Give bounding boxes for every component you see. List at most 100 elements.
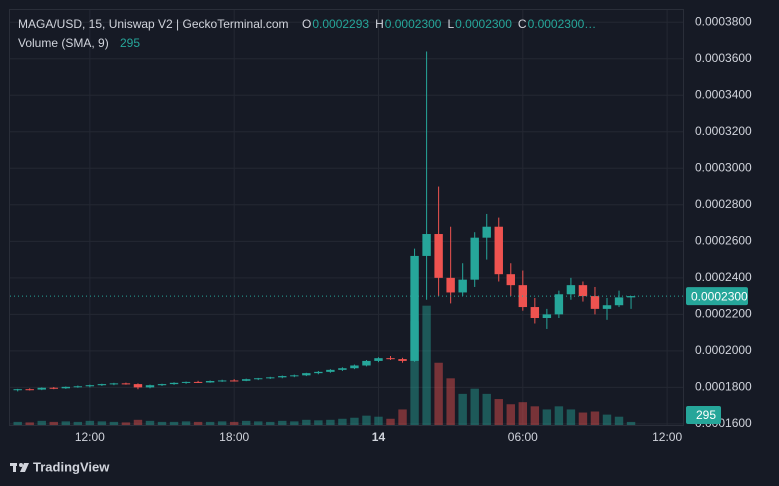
- volume-bar: [542, 409, 552, 425]
- ohlc-value: 0.0002300: [455, 17, 512, 31]
- last-price-tag: [686, 287, 748, 306]
- candle-body: [386, 358, 395, 360]
- volume-bar: [229, 421, 239, 425]
- volume-bar: [145, 420, 155, 425]
- volume-bar: [374, 416, 383, 425]
- volume-bar: [302, 419, 311, 425]
- candle-body: [530, 307, 540, 319]
- x-tick-label: 12:00: [75, 430, 105, 444]
- volume-bar: [181, 421, 191, 425]
- volume-bar: [241, 420, 251, 425]
- volume-bar: [157, 421, 167, 425]
- x-tick-label: 18:00: [219, 430, 249, 444]
- y-tick-label: 0.0002200: [695, 307, 752, 321]
- plot-frame: [9, 9, 684, 426]
- volume-tag: [686, 406, 721, 424]
- volume-bar: [470, 388, 479, 425]
- volume-bar: [590, 411, 600, 425]
- volume-bar: [314, 420, 323, 425]
- candle-body: [157, 384, 167, 386]
- volume-bar: [602, 414, 612, 425]
- volume-bar: [49, 421, 58, 425]
- symbol-title: MAGA/USD, 15, Uniswap V2 | GeckoTerminal…: [18, 17, 289, 31]
- candle-body: [145, 385, 155, 388]
- candle-body: [85, 385, 95, 387]
- volume-bar: [121, 422, 131, 425]
- x-tick-label: 14: [372, 430, 386, 444]
- volume-bar: [566, 409, 576, 425]
- volume-bar: [530, 406, 540, 425]
- logo-mark: [13, 463, 16, 472]
- ohlc-legend: O 0.0002293 H 0.0002300 L 0.0002300 C 0.0002300…: [302, 17, 596, 31]
- candle-body: [73, 386, 83, 388]
- candle-body: [410, 255, 419, 361]
- logo: TradingView: [10, 459, 110, 474]
- candle-body: [254, 378, 263, 380]
- y-tick-label: 0.0003400: [695, 87, 752, 101]
- candle-body: [470, 237, 479, 280]
- y-tick-label: 0.0001800: [695, 380, 752, 394]
- candle-body: [121, 383, 131, 385]
- y-tick-label: 0.0002400: [695, 270, 752, 284]
- volume-bar: [326, 419, 335, 425]
- y-tick-label: 0.0003600: [695, 51, 752, 65]
- candle-body: [302, 373, 311, 376]
- volume-bar: [133, 419, 143, 425]
- volume-bar: [73, 421, 83, 425]
- candle-body: [61, 386, 71, 389]
- candle-body: [458, 279, 467, 293]
- volume-bar: [193, 421, 203, 425]
- candle-body: [446, 277, 455, 293]
- axes: 0.00016000.00018000.00020000.00022000.00…: [10, 14, 752, 444]
- candle-body: [25, 389, 34, 391]
- candle-body: [566, 285, 576, 295]
- y-tick-label: 0.0002000: [695, 343, 752, 357]
- volume-bar: [422, 305, 431, 425]
- candle-body: [602, 305, 612, 309]
- volume-bar: [205, 421, 215, 425]
- candle-body: [205, 380, 215, 383]
- candle-body: [241, 379, 251, 381]
- candle-body: [193, 381, 203, 383]
- footer-brand: TradingView: [33, 459, 110, 474]
- candle-body: [37, 387, 46, 390]
- volume-bar: [410, 321, 419, 425]
- candle-body: [13, 389, 22, 391]
- ohlc-key: L: [447, 17, 454, 31]
- candle-body: [109, 383, 119, 385]
- candle-body: [350, 365, 359, 369]
- y-tick-label: 0.0003000: [695, 160, 752, 174]
- candle-body: [626, 296, 636, 298]
- last-price-label: 0.0002300: [691, 289, 748, 303]
- volume-bar: [362, 415, 371, 425]
- volume-bar: [506, 404, 515, 425]
- logo-mark: [19, 463, 23, 467]
- volume-bar: [217, 421, 227, 425]
- y-tick-label: 0.0002800: [695, 197, 752, 211]
- volume-bar: [254, 421, 263, 425]
- volume-bar: [434, 362, 443, 425]
- candle-body: [266, 377, 275, 379]
- volume-bar: [554, 406, 564, 425]
- x-tick-label: 06:00: [508, 430, 538, 444]
- ohlc-value: 0.0002293: [312, 17, 369, 31]
- volume-bar: [350, 417, 359, 425]
- volume-bar: [482, 393, 491, 425]
- logo-mark: [20, 463, 29, 472]
- candle-body: [506, 274, 515, 286]
- ohlc-key: C: [518, 17, 527, 31]
- candle-body: [398, 359, 407, 361]
- volume-pane: [13, 305, 636, 425]
- volume-bar: [446, 378, 455, 425]
- volume-title: Volume (SMA, 9): [18, 36, 109, 50]
- volume-bar: [109, 421, 119, 425]
- volume-bar: [386, 418, 395, 425]
- candle-body: [97, 384, 107, 386]
- candle-body: [169, 382, 179, 385]
- volume-bar: [578, 412, 588, 425]
- y-tick-label: 0.0003200: [695, 124, 752, 138]
- volume-bar: [338, 418, 347, 425]
- candle-body: [278, 376, 287, 378]
- candle-body: [614, 297, 624, 306]
